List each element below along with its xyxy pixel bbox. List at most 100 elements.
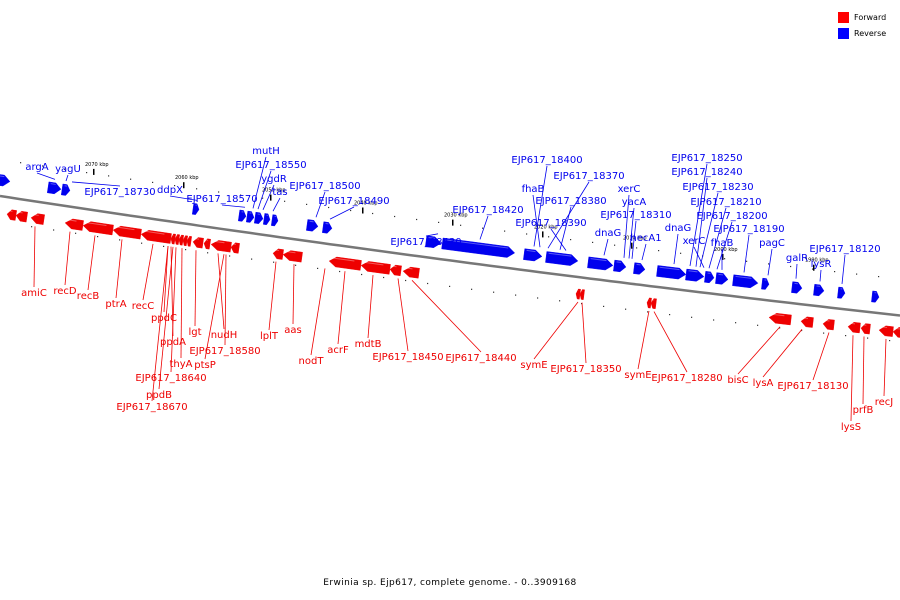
tick-label: 2020 kbp [534, 224, 558, 230]
reverse-gene-label: dnaG [595, 228, 622, 239]
leader-line [637, 310, 650, 370]
reverse-gene-label: lysR [811, 259, 832, 270]
reverse-gene-label: EJP617_18200 [696, 211, 767, 222]
scale-dot [592, 241, 594, 243]
forward-gene-arrow [768, 313, 792, 326]
reverse-gene-label: EJP617_18250 [671, 153, 742, 164]
reverse-gene-label: EJP617_18550 [235, 160, 306, 171]
tick-mark [93, 168, 95, 175]
reverse-gene-label: ddpX [157, 185, 183, 196]
leader-line [204, 254, 225, 360]
scale-dot [75, 232, 77, 234]
tick-label: 2030 kbp [444, 213, 468, 219]
forward-gene-arrow [82, 221, 114, 236]
forward-gene-label: EJP617_18130 [777, 381, 848, 392]
scale-dot [790, 265, 792, 268]
tick-mark [813, 264, 815, 271]
reverse-gene-arrow [837, 286, 846, 299]
legend-forward-label: Forward [854, 12, 887, 22]
forward-gene-arrow [170, 233, 176, 245]
scale-dot [229, 255, 231, 257]
leader-line [217, 253, 225, 330]
forward-gene-label: thyA [169, 359, 192, 370]
leader-line [64, 231, 71, 286]
leader-line [695, 177, 708, 267]
leader-line [737, 326, 781, 375]
reverse-gene-arrow [791, 281, 803, 294]
leader-line [252, 156, 267, 209]
forward-gene-arrow [575, 288, 581, 300]
leader-line [65, 174, 69, 182]
scale-dot [757, 324, 759, 326]
reverse-gene-label: yacA [622, 197, 647, 208]
scale-dot [42, 165, 44, 167]
reverse-gene-arrow [523, 248, 543, 262]
forward-gene-arrow [579, 289, 585, 300]
reverse-gene-label: fhaB [522, 184, 545, 195]
forward-gene-arrow [328, 256, 362, 271]
reverse-gene-arrow [238, 209, 247, 222]
reverse-gene-label: mutH [252, 146, 280, 157]
forward-gene-label: lgt [188, 327, 201, 338]
reverse-gene-label: tas [272, 187, 287, 198]
reverse-gene-label: EJP617_18430 [390, 237, 461, 248]
scale-dot [20, 162, 22, 164]
leader-line [762, 329, 803, 378]
leader-line [795, 263, 798, 279]
legend-reverse: Reverse [838, 25, 900, 41]
scale-dot [350, 209, 352, 212]
leader-line [533, 165, 548, 247]
leader-line [819, 269, 822, 282]
scale-dot [603, 305, 605, 307]
leader-line [689, 163, 708, 267]
leader-line [71, 181, 121, 187]
reverse-gene-label: EJP617_18310 [600, 210, 671, 221]
leader-line [268, 261, 277, 331]
reverse-gene-arrow [613, 259, 627, 273]
forward-gene-arrow [878, 325, 894, 337]
forward-gene-arrow [282, 250, 303, 263]
leader-line [180, 248, 183, 359]
forward-gene-arrow [800, 316, 814, 328]
reverse-gene-arrow [322, 221, 333, 234]
forward-gene-label: ppdA [160, 337, 186, 348]
leader-line [397, 278, 409, 352]
leader-line [337, 271, 346, 345]
reverse-gene-label: EJP617_18120 [809, 244, 880, 255]
reverse-gene-label: EJP617_18570 [186, 194, 257, 205]
reverse-gene-label: hecA1 [630, 233, 661, 244]
scale-dot [273, 261, 275, 263]
forward-gene-label: lplT [260, 331, 279, 342]
forward-gene-arrow [203, 238, 211, 250]
tick-label: 2050 kbp [262, 188, 286, 194]
reverse-gene-label: EJP617_18240 [671, 167, 742, 178]
reverse-gene-arrow [192, 203, 200, 215]
forward-gene-arrow [389, 264, 402, 277]
reverse-gene-label: EJP617_18370 [553, 171, 624, 182]
reverse-gene-arrow [587, 256, 614, 271]
reverse-gene-arrow [263, 213, 271, 226]
tick-mark [452, 219, 454, 226]
scale-dot [64, 168, 66, 170]
scale-dot [614, 244, 616, 246]
leader-line [115, 239, 123, 299]
reverse-gene-arrow [306, 219, 319, 232]
forward-gene-label: recD [53, 286, 77, 297]
scale-dot [482, 227, 484, 229]
reverse-gene-label: pagC [759, 238, 785, 249]
reverse-gene-arrow [60, 183, 71, 196]
scale-dot [438, 221, 440, 223]
forward-gene-label: ptrA [105, 299, 126, 310]
tick-label: 2070 kbp [85, 162, 109, 168]
leader-line [581, 302, 587, 364]
scale-dot [460, 224, 462, 226]
forward-gene-label: mdtB [355, 339, 382, 350]
scale-dot [405, 279, 407, 282]
leader-line [479, 215, 489, 240]
scale-dot [207, 252, 209, 254]
scale-dot [141, 242, 143, 244]
reverse-gene-label: fhaB [711, 238, 734, 249]
scale-dot [53, 229, 55, 231]
scale-dot [746, 260, 748, 262]
leader-line [883, 338, 887, 397]
